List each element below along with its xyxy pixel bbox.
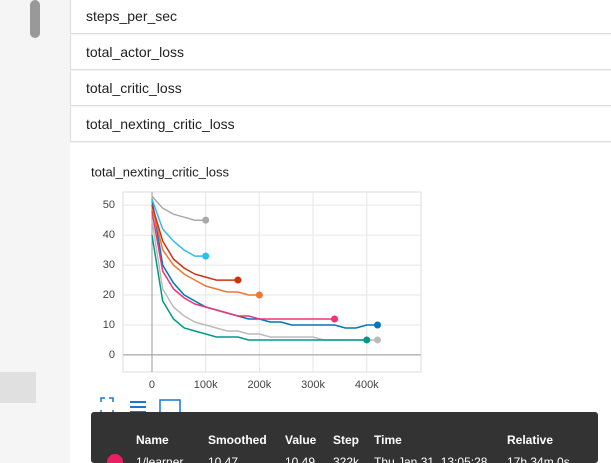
- y-tick-label: 30: [103, 259, 115, 271]
- tooltip: Name Smoothed Value Step Time Relative 1/learn…: [91, 412, 598, 463]
- chart-title: total_nexting_critic_loss: [91, 164, 230, 179]
- y-tick-label: 40: [103, 229, 115, 241]
- side-button[interactable]: [0, 372, 36, 403]
- end-dot: [255, 291, 263, 299]
- tooltip-header: Value: [285, 433, 317, 447]
- tooltip-header: Smoothed: [208, 433, 267, 447]
- end-dot: [202, 252, 210, 260]
- tooltip-cell: 322k: [333, 455, 360, 463]
- x-tick-label: 100k: [194, 379, 218, 391]
- plot-frame: [122, 191, 422, 373]
- tooltip-cell: 10.49: [285, 455, 316, 463]
- tag-row[interactable]: steps_per_sec: [70, 0, 611, 34]
- fullscreen-icon[interactable]: [100, 397, 114, 415]
- tooltip-header: Name: [136, 433, 169, 447]
- series-line: [151, 198, 206, 257]
- series-line: [151, 199, 378, 329]
- tag-row[interactable]: total_actor_loss: [70, 35, 611, 70]
- tooltip-header: Step: [333, 433, 360, 447]
- x-tick-label: 0: [149, 379, 155, 391]
- tooltip-cell: 17h 34m 0s: [507, 455, 570, 463]
- end-dot: [363, 336, 371, 344]
- y-tick-label: 50: [103, 199, 115, 211]
- y-tick-label: 10: [103, 319, 115, 331]
- end-dot: [331, 315, 339, 323]
- end-dot: [374, 336, 382, 344]
- y-tick-label: 0: [109, 349, 115, 361]
- series-line: [151, 211, 335, 320]
- x-tick-label: 300k: [301, 379, 325, 391]
- tooltip-header: Time: [374, 433, 402, 447]
- scroll-thumb[interactable]: [30, 0, 40, 38]
- end-dot: [234, 276, 242, 284]
- series-line: [151, 234, 367, 341]
- tooltip-cell: 10.47: [208, 455, 239, 463]
- tooltip-cell: 1/learner: [136, 455, 184, 463]
- end-dot: [374, 321, 382, 329]
- series-line: [151, 204, 238, 281]
- chart: total_nexting_critic_loss 0 10 20 30 40 50 0 10…: [70, 143, 611, 463]
- tag-row[interactable]: total_critic_loss: [70, 71, 611, 106]
- end-dot: [202, 216, 210, 224]
- y-tick-label: 20: [103, 289, 115, 301]
- tooltip-header: Relative: [507, 433, 554, 447]
- series-dot: [107, 454, 123, 463]
- tag-row[interactable]: total_nexting_critic_loss: [70, 107, 611, 142]
- series-line: [151, 205, 260, 296]
- series-line: [151, 195, 206, 221]
- x-tick-label: 200k: [247, 379, 271, 391]
- tooltip-cell: Thu Jan 31, 13:05:28: [374, 455, 488, 463]
- x-tick-label: 400k: [355, 379, 379, 391]
